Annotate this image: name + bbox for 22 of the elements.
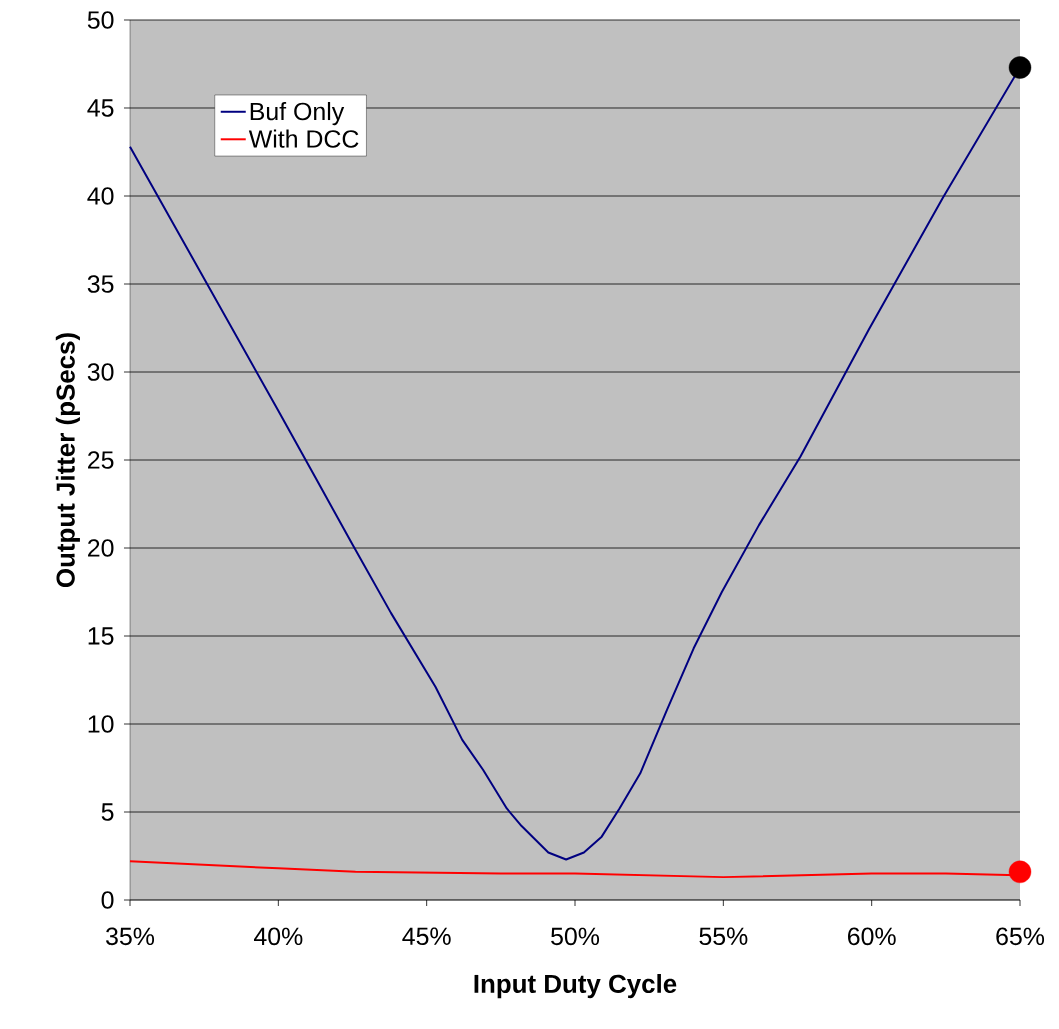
y-tick-label: 45	[87, 99, 114, 117]
x-tick-label: 40%	[253, 927, 303, 946]
y-tick-label: 15	[88, 627, 114, 645]
x-tick-label: 50%	[551, 927, 600, 946]
y-tick-label: 50	[87, 11, 114, 29]
y-tick-label: 25	[88, 451, 114, 469]
x-tick-label: 45%	[402, 927, 451, 946]
y-tick-label: 5	[101, 803, 114, 821]
x-axis-title: Input Duty Cycle	[474, 974, 677, 999]
y-tick-label: 20	[88, 539, 114, 557]
y-tick-label: 30	[87, 363, 114, 381]
x-tick-label: 35%	[106, 927, 155, 946]
y-tick-label: 35	[87, 275, 114, 293]
y-tick-label: 40	[87, 187, 114, 205]
y-tick-label: 10	[88, 715, 114, 733]
x-tick-label: 65%	[996, 927, 1045, 946]
legend-label: With DCC	[248, 129, 359, 148]
y-tick-label: 0	[101, 891, 114, 909]
y-axis-title: Output Jitter (pSecs)	[55, 333, 80, 588]
x-tick-label: 55%	[699, 927, 748, 946]
x-tick-label: 60%	[848, 927, 896, 946]
legend-label: Buf Only	[250, 102, 345, 126]
